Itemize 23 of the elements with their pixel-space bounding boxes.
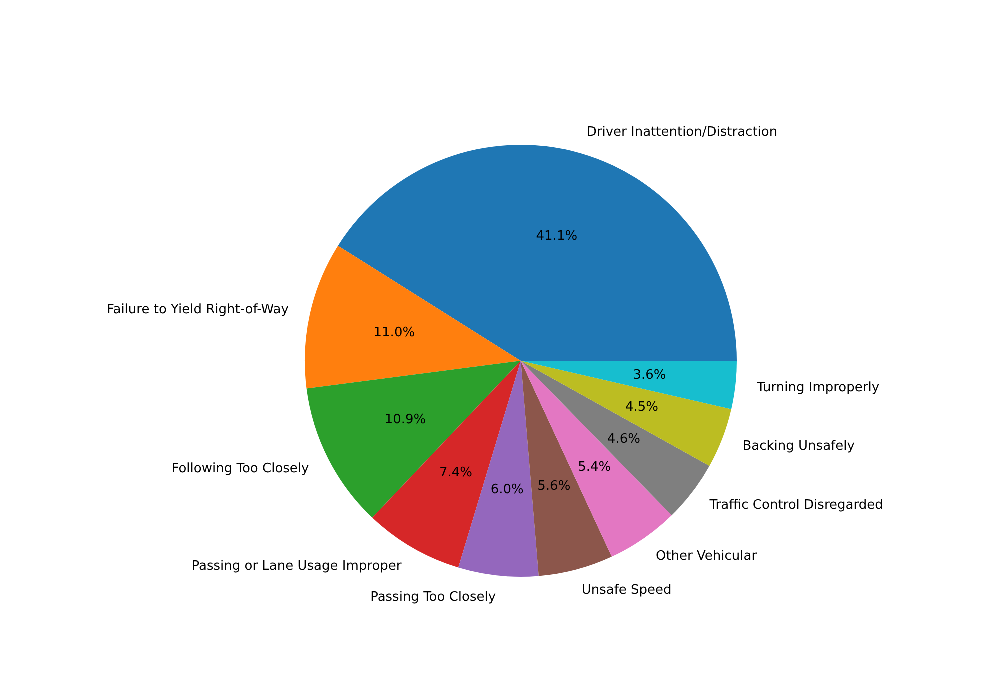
pie-slice: [305, 246, 521, 389]
slice-label: Passing or Lane Usage Improper: [192, 559, 402, 574]
slice-label: Driver Inattention/Distraction: [586, 125, 778, 140]
slice-label: Other Vehicular: [656, 549, 758, 564]
data-label: 10.9%: [384, 412, 426, 428]
data-label: 7.4%: [439, 466, 472, 481]
data-label: 3.6%: [633, 368, 666, 384]
slice-label: Passing Too Closely: [370, 590, 496, 605]
data-label: 5.6%: [538, 478, 571, 494]
slice-label: Unsafe Speed: [582, 583, 672, 598]
pie-slice: [338, 145, 737, 361]
data-label: 6.0%: [490, 482, 524, 498]
data-label: 4.5%: [625, 400, 658, 416]
pie-slice: [521, 361, 737, 410]
data-label: 41.1%: [536, 228, 578, 244]
slice-label: Following Too Closely: [172, 461, 310, 476]
data-label: 11.0%: [374, 326, 416, 341]
slice-label: Backing Unsafely: [742, 438, 856, 454]
slice-label: Turning Improperly: [756, 380, 880, 396]
slice-label: Failure to Yield Right-of-Way: [106, 302, 290, 318]
slice-label: Traffic Control Disregarded: [708, 498, 884, 513]
data-label: 5.4%: [578, 460, 612, 476]
data-label: 4.6%: [607, 432, 640, 448]
